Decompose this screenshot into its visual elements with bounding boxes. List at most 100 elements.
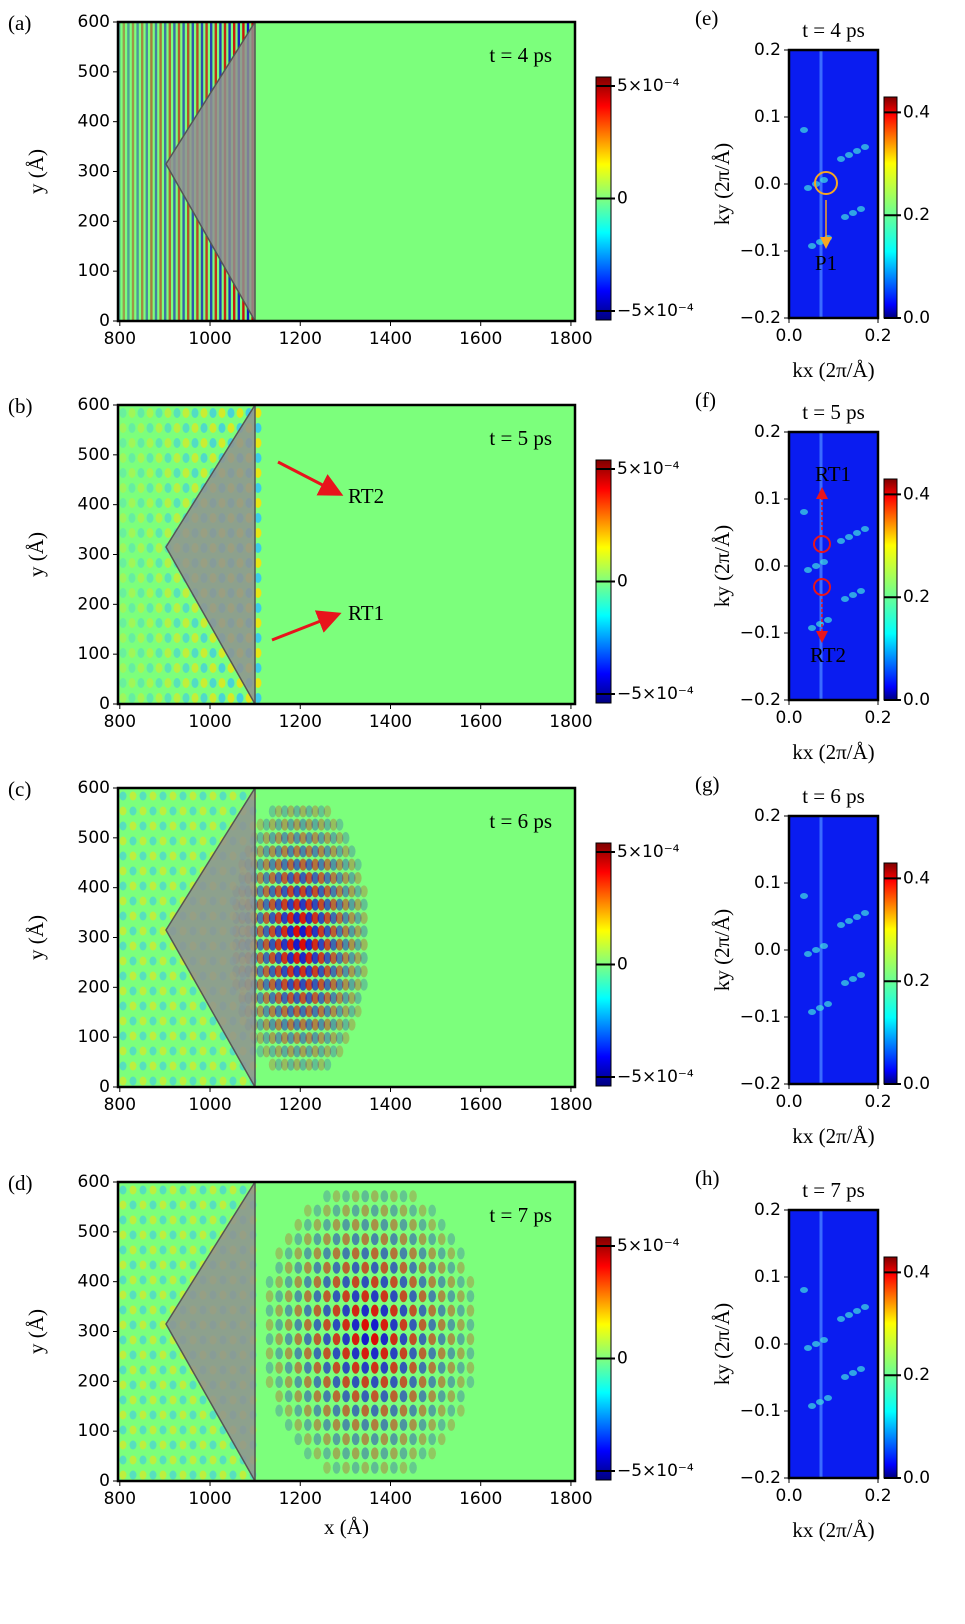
annotation-arrow [277,460,344,496]
wave-blob [268,1005,277,1018]
wave-blob [287,1032,295,1044]
wave-blob [189,1031,197,1041]
spectrum-spot [845,152,853,158]
wave-blob [218,648,226,658]
y-tick-label: 0 [99,1471,110,1491]
wave-blob [370,1418,379,1431]
wave-blob [189,1215,197,1225]
wave-blob [418,1290,427,1303]
wave-blob [311,872,320,884]
wave-blob [146,588,154,598]
wave-blob [159,1290,167,1300]
wave-blob [332,1204,341,1217]
wave-blob [268,832,277,844]
wave-blob [323,912,332,924]
wave-blob [304,1433,312,1446]
wave-blob [119,851,127,861]
wave-blob [169,1016,177,1026]
wave-blob [218,693,226,703]
x-tick-label: 1000 [188,712,231,732]
wave-blob [294,1261,303,1274]
spectrum-spot [808,243,816,249]
wave-blob [149,986,157,996]
y-tick-label: 0.0 [754,1334,781,1354]
wave-blob [317,885,326,898]
wave-blob [329,885,338,898]
wave-blob [466,1376,475,1388]
wave-blob [287,872,295,884]
wave-blob [159,1470,167,1480]
wave-blob [146,453,154,463]
field-background [789,816,878,1084]
wave-blob [200,453,208,463]
wave-blob [341,965,350,978]
wave-blob [347,872,356,884]
panel-label: (b) [8,394,33,418]
wave-blob [164,648,172,658]
spectrum-spot [849,976,857,982]
wave-blob [149,926,157,936]
wave-blob [323,1058,332,1071]
wave-blob [299,1058,307,1071]
wave-blob [294,1276,303,1288]
wave-blob [390,1290,398,1303]
wave-blob [219,1215,227,1225]
wave-blob [199,1215,207,1225]
wave-blob [268,938,277,951]
y-tick-label: 0.2 [754,1200,781,1220]
wave-blob [409,1233,417,1246]
wave-blob [347,885,356,898]
wave-blob [409,1261,417,1274]
wave-blob [146,483,154,493]
wave-blob [418,1261,427,1274]
wave-blob [342,1304,350,1317]
y-axis-label: y (Å) [24,1309,48,1354]
colorbar [883,1256,898,1479]
wave-blob [227,408,235,418]
wave-blob [149,1395,157,1405]
wave-blob [341,832,350,844]
y-tick-label: 0.1 [754,489,781,509]
wave-blob [329,1045,338,1058]
wave-blob [262,992,271,1004]
colorbar-tick-label: 5×10⁻⁴ [617,842,680,862]
wave-blob [268,912,277,924]
wave-blob [274,845,283,858]
wave-blob [268,872,277,884]
y-tick-label: 0.2 [754,40,781,60]
colorbar-tick-label: 0 [617,572,628,592]
wave-blob [361,1361,370,1374]
wave-blob [137,558,145,568]
wave-blob [354,938,362,951]
y-tick-label: 0.2 [754,806,781,826]
wave-blob [329,925,338,938]
wave-blob [159,1320,167,1330]
wave-blob [347,858,356,871]
wave-blob [129,896,137,906]
wave-blob [332,1433,341,1446]
wave-blob [119,1470,127,1480]
wave-blob [169,1046,177,1056]
wave-blob [155,498,163,508]
wave-blob [229,1455,237,1465]
wave-blob [447,1390,456,1403]
wave-blob [182,468,190,478]
wave-blob [182,663,190,673]
wave-blob [323,1376,331,1388]
wave-blob [332,1318,341,1331]
wave-blob [466,1361,475,1374]
wave-blob [335,938,344,951]
wave-blob [146,543,154,553]
wave-blob [209,453,217,463]
wave-blob [189,806,197,816]
wave-blob [173,603,181,613]
wave-blob [199,1440,207,1450]
wave-blob [139,1440,147,1450]
wave-blob [323,1418,331,1431]
wave-blob [428,1304,436,1317]
annotation-text: RT2 [810,643,846,667]
wave-blob [139,1320,147,1330]
wave-blob [390,1261,398,1274]
wave-blob [329,1032,338,1044]
wave-blob [169,1031,177,1041]
